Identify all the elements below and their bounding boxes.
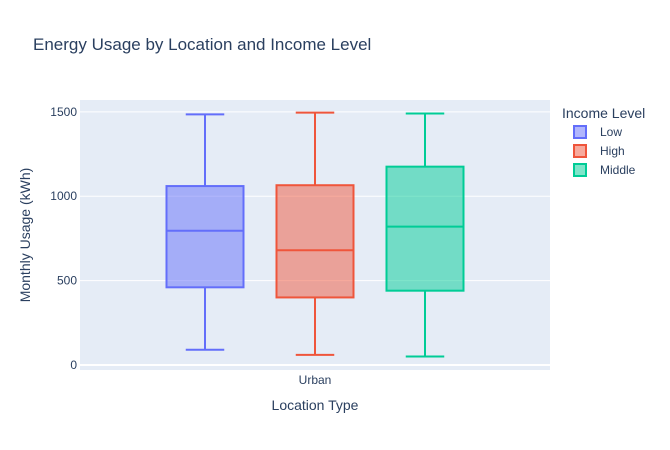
legend-swatch	[573, 163, 587, 177]
y-tick-labels: 0 500 1000 1500	[50, 105, 77, 372]
box-series	[165, 111, 465, 358]
y-tick-label: 1500	[50, 105, 77, 119]
legend-label: Low	[600, 125, 622, 139]
iqr-box	[165, 185, 245, 289]
legend-swatch	[573, 125, 587, 139]
iqr-box	[385, 165, 465, 292]
legend-swatch	[573, 144, 587, 158]
x-tick-labels: Urban	[299, 373, 332, 387]
legend-title: Income Level	[562, 105, 645, 121]
legend-label: High	[600, 144, 625, 158]
legend-item-high[interactable]: High	[573, 144, 625, 158]
legend-item-low[interactable]: Low	[573, 125, 622, 139]
box-low	[165, 113, 245, 351]
chart-title: Energy Usage by Location and Income Leve…	[33, 35, 371, 54]
x-tick-label: Urban	[299, 373, 332, 387]
box-high	[275, 111, 355, 356]
box-middle	[385, 112, 465, 358]
legend-item-middle[interactable]: Middle	[573, 163, 636, 177]
iqr-box	[275, 184, 355, 299]
legend: Low High Middle	[573, 125, 636, 177]
y-tick-label: 500	[57, 274, 77, 288]
y-axis-title: Monthly Usage (kWh)	[17, 168, 33, 303]
y-tick-label: 0	[70, 358, 77, 372]
legend-label: Middle	[600, 163, 636, 177]
x-axis-title: Location Type	[272, 397, 359, 413]
y-tick-label: 1000	[50, 189, 77, 203]
